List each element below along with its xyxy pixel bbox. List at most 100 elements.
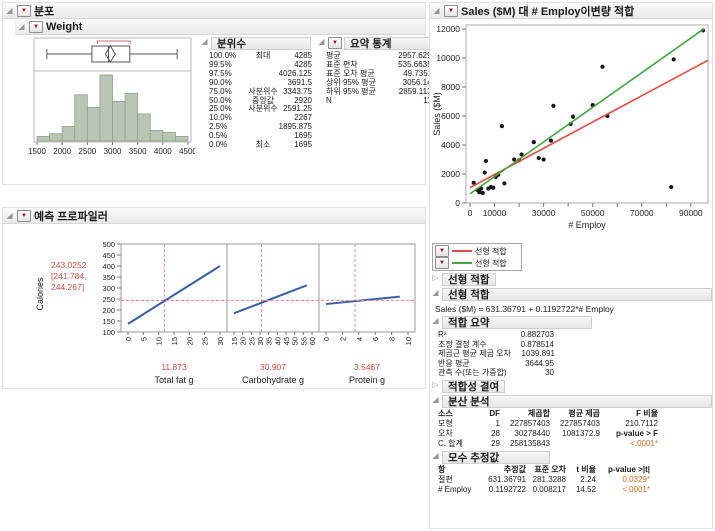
data-point[interactable] [499,124,504,129]
distribution-header[interactable]: ◢ ▼ 분포 [3,3,425,19]
legend-label: 선형 적합 [475,258,507,268]
weight-histogram-chart[interactable]: 1500 2000 2500 3000 3500 4000 4500 [27,37,197,172]
table-cell: 0.0% [209,140,228,150]
disclosure-expanded-icon[interactable]: ◢ [201,37,208,46]
table-cell [243,114,283,123]
column-header: 평균 제곱 [568,408,600,418]
table-header-row: 항 추정값 표준 오차 t 비율 p-value >|t| [436,465,652,475]
tick-label: 8 [388,337,397,341]
data-point[interactable] [502,181,507,186]
summary-of-fit-header[interactable]: 적합 요약 [442,316,592,329]
profiler-fit-line [127,265,221,325]
red-triangle-menu-button[interactable]: ▼ [17,4,31,17]
table-row: 반응 평균 3644.95 [438,359,554,369]
scatter-plot[interactable]: 0 2000 4000 6000 8000 10000 12000 0 10000 30000 50… [430,19,712,240]
red-triangle-menu-button[interactable]: ▼ [435,257,449,269]
profiler-chart[interactable]: Calories 243.0252 [241.784, 244.267] 100 150 2… [3,224,425,394]
histogram-bar[interactable] [149,130,164,142]
anova-header[interactable]: 분산 분석 [442,394,712,408]
disclosure-expanded-icon[interactable]: ◢ [432,394,439,404]
linear-fit-title: 선형 적합 [448,289,490,301]
table-cell: 49.73511 [403,68,436,78]
histogram-bar[interactable] [36,135,50,142]
disclosure-expanded-icon[interactable]: ◢ [433,6,440,15]
data-point[interactable] [491,185,496,190]
data-point[interactable] [541,157,546,162]
histogram-bar[interactable] [99,74,113,142]
histogram-bar[interactable] [61,126,76,142]
disclosure-expanded-icon[interactable]: ◢ [432,450,439,460]
linear-fit-header[interactable]: 선형 적합 [442,288,712,301]
linear-fit-collapsed-header[interactable]: 선형 적합 [442,273,496,286]
table-cell: 1695 [294,140,312,150]
table-row: 90.0% 3691.5 [209,78,312,88]
weight-header[interactable]: ◢ ▼ Weight [15,19,425,35]
disclosure-expanded-icon[interactable]: ◢ [18,22,25,31]
profiler-header[interactable]: ◢ ▼ 예측 프로파일러 [3,208,425,224]
table-cell [243,61,283,70]
table-cell: 2.5% [209,122,228,132]
data-point[interactable] [483,158,489,164]
red-triangle-menu-button[interactable]: ▼ [17,209,31,222]
red-triangle-menu-button[interactable]: ▼ [435,245,449,257]
tick-label: 10 [404,337,413,345]
red-triangle-menu-button[interactable]: ▼ [444,4,458,17]
tick-label: 12000 [436,24,460,34]
histogram-bar[interactable] [162,132,176,142]
data-point[interactable] [531,140,536,145]
data-point[interactable] [600,64,605,69]
red-triangle-menu-button[interactable]: ▼ [29,20,43,33]
box[interactable] [91,45,131,63]
table-row: 관측 수(또는 가중합) 30 [438,368,554,378]
disclosure-expanded-icon[interactable]: ◢ [6,211,13,220]
table-cell: 14.52 [575,484,596,494]
data-point[interactable] [551,103,556,108]
data-point[interactable] [669,184,674,190]
disclosure-expanded-icon[interactable]: ◢ [6,6,13,15]
histogram-bar[interactable] [86,106,101,142]
tick-label: 1500 [28,147,46,156]
column-header: t 비율 [576,464,596,474]
data-point[interactable] [477,190,482,195]
column-header: 소스 [438,408,453,418]
disclosure-collapsed-icon[interactable]: ▷ [432,379,439,389]
table-cell: 0.0329* [622,474,650,484]
data-point[interactable] [512,157,517,162]
profiler-cell-frame[interactable] [318,243,416,333]
histogram-bar[interactable] [49,133,63,142]
histogram-bar[interactable] [124,93,139,142]
data-point[interactable] [471,180,476,185]
disclosure-expanded-icon[interactable]: ◢ [318,37,325,46]
data-point[interactable] [536,155,541,161]
column-header: 추정값 [503,464,526,474]
red-triangle-menu-button[interactable]: ▼ [328,37,342,49]
tick-label: 2000 [441,169,460,179]
data-point[interactable] [671,57,676,62]
legend-label: 선형 적합 [475,246,507,256]
data-point[interactable] [480,190,485,195]
bivariate-header[interactable]: ◢ ▼ Sales ($M) 대 # Employ이변량 적합 [430,3,712,19]
data-point[interactable] [548,138,554,143]
histogram-bar[interactable] [137,113,151,142]
tick-label: 20 [185,337,194,345]
disclosure-collapsed-icon[interactable]: ▷ [432,273,439,282]
profiler-cell-frame[interactable] [226,243,320,333]
data-point[interactable] [570,114,576,119]
summary-stats-header[interactable]: 요약 통계 [344,37,436,50]
table-cell: 2859.1136 [398,86,436,96]
parameter-estimates-header[interactable]: 모수 추정값 [442,450,550,464]
fit-line[interactable] [469,27,705,195]
histogram-bar[interactable] [74,94,88,142]
lack-of-fit-header[interactable]: 적합성 결여 [442,379,506,393]
disclosure-expanded-icon[interactable]: ◢ [432,288,439,297]
histogram-bar[interactable] [112,101,126,142]
tick-label: 90000 [679,208,703,218]
quantiles-header[interactable]: 분위수 [211,37,311,50]
disclosure-expanded-icon[interactable]: ◢ [432,316,439,325]
data-point[interactable] [482,170,487,175]
parameter-estimates-table: 항 추정값 표준 오차 t 비율 p-value >|t| 절편 631.36791 281.… [436,465,652,495]
table-cell: 오차 [438,428,453,438]
table-cell: 25.0% [209,104,232,114]
data-point[interactable] [519,152,524,157]
histogram-bar[interactable] [175,135,189,142]
